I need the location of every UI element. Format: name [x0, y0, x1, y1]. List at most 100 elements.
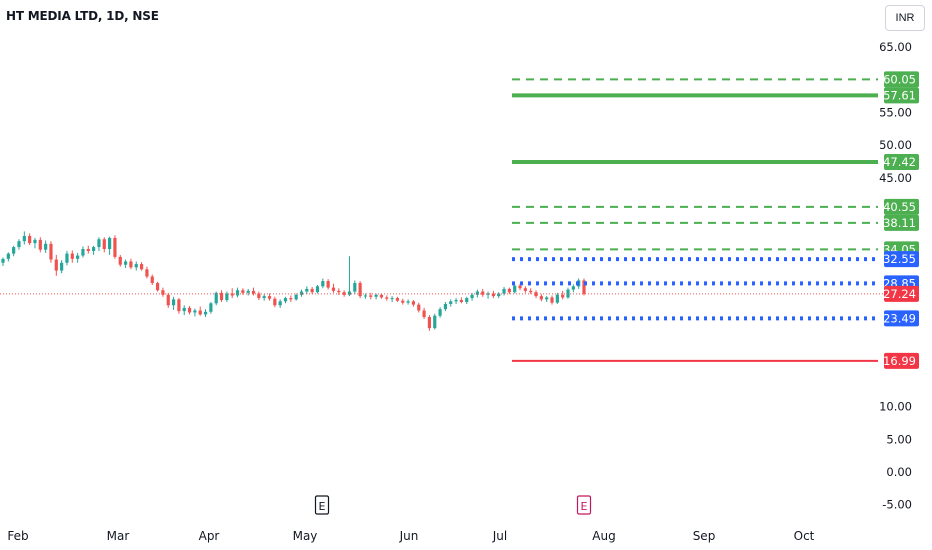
candle [139, 262, 144, 271]
candle [187, 305, 192, 315]
candle [326, 279, 330, 290]
candle-body [225, 293, 229, 301]
candle [374, 293, 378, 300]
candle-body [209, 303, 213, 312]
candle [145, 266, 149, 279]
candle-body [150, 276, 154, 284]
candle-body [230, 293, 234, 296]
candle [465, 296, 469, 304]
price-badge-label: 27.24 [883, 287, 916, 301]
candle [390, 296, 394, 302]
candle [278, 299, 282, 308]
candle [262, 294, 266, 301]
candle-body [161, 290, 165, 295]
candle [411, 300, 416, 307]
y-tick-label: 10.00 [879, 400, 912, 414]
candle [363, 293, 368, 299]
candle-body [38, 239, 42, 250]
candle-body [123, 261, 128, 265]
candle-body [545, 297, 549, 300]
x-tick-label: Sep [693, 529, 716, 543]
candle [491, 290, 495, 299]
candle-body [262, 296, 266, 299]
candle-body [395, 298, 400, 301]
x-tick-label: Mar [107, 529, 130, 543]
candle [561, 290, 565, 300]
candle [257, 291, 261, 301]
candle [513, 284, 517, 294]
candle-body [246, 290, 250, 293]
candle-body [497, 293, 501, 297]
candle [395, 296, 400, 302]
candle-body [54, 259, 58, 271]
candle [193, 308, 197, 317]
candle-body [459, 300, 464, 302]
price-badge-label: 40.55 [883, 200, 916, 214]
candle [507, 287, 511, 295]
price-badge-label: 47.42 [883, 155, 916, 169]
candle [54, 254, 58, 276]
earnings-marker-label: E [319, 500, 326, 513]
price-badge [884, 214, 919, 231]
candle-body [22, 235, 26, 242]
candle-body [177, 299, 181, 312]
candle-body [347, 291, 352, 295]
candle [129, 258, 133, 270]
candle-body [369, 295, 373, 297]
candle-body [108, 237, 112, 250]
candle [305, 286, 309, 295]
candle-body [481, 291, 485, 295]
candle-body [171, 299, 176, 306]
candle-body [289, 298, 293, 300]
price-badge-label: 57.61 [883, 88, 916, 102]
x-tick-label: Jun [399, 529, 419, 543]
y-axis[interactable]: 65.00 55.00 50.00 45.00 10.00 5.00 0.00 -5.00 [879, 40, 912, 512]
candle-body [555, 294, 559, 303]
candle-body [523, 288, 527, 291]
candle-body [417, 304, 421, 311]
candle-body [406, 301, 410, 303]
price-badge [884, 285, 919, 302]
candle-body [65, 253, 69, 263]
candle [92, 245, 96, 255]
y-tick-label: 65.00 [879, 40, 912, 54]
candle [123, 259, 128, 268]
candle-body [198, 310, 202, 315]
price-badge [884, 198, 919, 215]
price-badge-label: 38.11 [883, 216, 916, 230]
candle [134, 261, 138, 271]
candle-body [390, 298, 394, 300]
candle [459, 297, 464, 304]
candle [438, 307, 442, 318]
candle-body [582, 280, 586, 294]
candle [342, 290, 346, 297]
candle [566, 287, 570, 299]
candle-body [358, 283, 362, 297]
candle [273, 296, 277, 308]
candle [12, 245, 16, 257]
candle [486, 291, 490, 299]
candle [422, 307, 426, 319]
candle-body [571, 286, 575, 290]
candle [198, 306, 202, 316]
candle-body [561, 294, 565, 298]
candle [246, 288, 250, 296]
candle-body [342, 292, 346, 295]
candle-body [566, 289, 570, 298]
candle [97, 237, 101, 251]
y-tick-label: 0.00 [886, 465, 912, 479]
candle-body [76, 255, 80, 259]
candle-body [470, 294, 474, 299]
candle-body [513, 285, 517, 293]
x-axis[interactable]: Feb Mar Apr May Jun Jul Aug Sep Oct [7, 529, 814, 543]
candle-body [529, 290, 533, 293]
candle-body [129, 261, 133, 268]
candle [38, 237, 42, 253]
candle-body [438, 309, 442, 316]
currency-selector[interactable]: INR [885, 5, 925, 31]
candle [1, 257, 5, 267]
candle [353, 280, 357, 295]
candle [44, 240, 48, 253]
candle [182, 305, 186, 316]
